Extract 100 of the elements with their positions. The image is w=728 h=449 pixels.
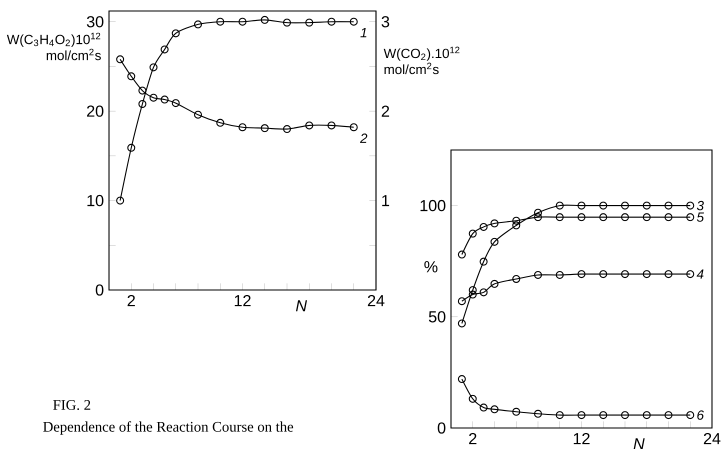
point [216,118,224,127]
y2-tick-label: 3 [382,16,390,28]
point [578,213,586,222]
point [599,202,608,210]
point [490,219,498,228]
point [686,270,694,278]
point [534,213,542,222]
y-tick-label: 0 [438,422,446,434]
point [620,202,629,210]
x-tick-label: 12 [574,432,590,444]
point [599,270,608,278]
point [238,123,247,132]
point [480,404,488,412]
series-label: 5 [696,212,704,222]
point [642,213,651,222]
point [620,270,629,278]
point [305,18,314,27]
point [642,270,651,278]
series-label: 6 [697,410,704,420]
point [458,297,466,306]
point [578,202,586,210]
series-label: 1 [360,28,366,38]
point [468,286,477,294]
point [664,270,672,278]
point [556,213,564,222]
point [328,18,336,26]
point [480,288,488,296]
point [127,144,136,152]
point [468,230,477,238]
point [512,274,520,283]
point [578,411,586,420]
point [350,123,358,132]
point [512,408,520,416]
point [160,96,169,104]
point [556,411,564,420]
point [512,216,520,225]
point [127,72,136,80]
point [642,411,651,420]
point [534,270,542,279]
series-label: 2 [360,134,368,143]
x-tick-label: 24 [704,432,720,444]
point [686,202,694,210]
point [194,110,202,119]
y-tick-label: 10 [87,194,104,206]
point [664,411,672,420]
y2-tick-label: 1 [382,195,390,206]
point [238,18,247,26]
y-tick-label: 30 [86,16,104,28]
point [150,63,158,72]
series-label: 3 [696,200,704,210]
point [283,18,292,27]
point [490,405,498,414]
point [556,202,564,210]
point [116,55,124,64]
point [620,213,629,222]
point [138,100,146,108]
point [172,99,180,108]
point [150,94,158,102]
point [599,213,608,222]
point [620,411,629,420]
x-tick-label: 24 [368,294,384,306]
point [480,258,488,266]
point [642,202,651,210]
point [490,280,498,288]
point [534,208,542,217]
point [283,125,292,134]
point [686,411,694,420]
text: W(CO$_{2}$).10$^{12}$ mol/cm$^{2}$s [384,46,460,74]
point [138,86,146,95]
y-tick-label: 0 [96,284,104,296]
point [664,213,672,222]
point [686,213,694,222]
y-tick-label: 50 [428,311,446,322]
point [458,319,466,328]
point [578,270,586,278]
y-tick-label: 100 [420,200,446,212]
x-axis-title: N [296,300,308,312]
x-axis-title: N [634,438,645,449]
point [556,270,564,279]
point [512,221,520,230]
x-tick-label: 2 [469,432,476,444]
point [328,121,336,130]
point [116,196,124,205]
point [194,20,202,28]
point [480,222,488,231]
series-label: 4 [696,270,704,279]
point [534,410,542,418]
point [458,375,466,384]
point [172,29,180,38]
y2-tick-label: 2 [382,106,390,117]
point [664,202,672,210]
text: W(C$_{3}$H$_{4}$O$_{2}$)10$^{12}$ mol/cm$^{2}$s [6,32,101,60]
point [468,290,477,299]
x-tick-label: 2 [128,294,135,306]
point [260,16,269,24]
point [468,394,477,403]
point [599,411,608,420]
point [350,18,358,26]
x-tick-label: 12 [234,294,251,306]
point [305,121,314,130]
